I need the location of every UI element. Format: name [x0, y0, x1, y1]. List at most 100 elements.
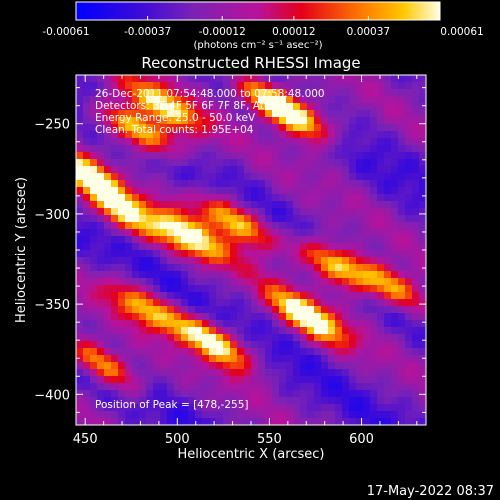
heatmap-cell: [349, 222, 357, 230]
heatmap-cell: [181, 383, 189, 391]
heatmap-cell: [412, 250, 420, 258]
heatmap-cell: [286, 383, 294, 391]
heatmap-cell: [76, 299, 84, 307]
heatmap-cell: [202, 271, 210, 279]
heatmap-cell: [258, 320, 266, 328]
heatmap-cell: [132, 201, 140, 209]
heatmap-cell: [321, 201, 329, 209]
heatmap-cell: [286, 138, 294, 146]
heatmap-cell: [314, 194, 322, 202]
heatmap-cell: [160, 313, 168, 321]
heatmap-cell: [139, 222, 147, 230]
heatmap-cell: [349, 82, 357, 90]
heatmap-cell: [307, 348, 315, 356]
heatmap-cell: [125, 334, 133, 342]
heatmap-cell: [118, 229, 126, 237]
heatmap-cell: [258, 299, 266, 307]
heatmap-cell: [160, 208, 168, 216]
heatmap-cell: [412, 362, 420, 370]
heatmap-cell: [174, 404, 182, 412]
heatmap-cell: [104, 320, 112, 328]
heatmap-cell: [216, 201, 224, 209]
heatmap-cell: [104, 327, 112, 335]
heatmap-cell: [300, 278, 308, 286]
heatmap-cell: [328, 215, 336, 223]
heatmap-cell: [202, 390, 210, 398]
heatmap-cell: [76, 208, 84, 216]
heatmap-cell: [335, 264, 343, 272]
heatmap-cell: [405, 103, 413, 111]
heatmap-cell: [293, 215, 301, 223]
heatmap-cell: [146, 320, 154, 328]
heatmap-cell: [104, 145, 112, 153]
heatmap-cell: [335, 166, 343, 174]
heatmap-cell: [363, 306, 371, 314]
heatmap-cell: [412, 229, 420, 237]
heatmap-cell: [314, 306, 322, 314]
heatmap-cell: [181, 313, 189, 321]
heatmap-cell: [76, 348, 84, 356]
heatmap-cell: [237, 131, 245, 139]
heatmap-cell: [167, 194, 175, 202]
heatmap-cell: [83, 117, 91, 125]
heatmap-cell: [195, 320, 203, 328]
heatmap-cell: [111, 173, 119, 181]
heatmap-cell: [342, 243, 350, 251]
heatmap-cell: [265, 278, 273, 286]
heatmap-cell: [307, 243, 315, 251]
heatmap-cell: [195, 292, 203, 300]
heatmap-cell: [328, 341, 336, 349]
heatmap-cell: [307, 173, 315, 181]
heatmap-cell: [265, 117, 273, 125]
heatmap-cell: [97, 187, 105, 195]
heatmap-cell: [160, 411, 168, 419]
heatmap-cell: [391, 166, 399, 174]
heatmap-cell: [132, 355, 140, 363]
heatmap-cell: [377, 362, 385, 370]
heatmap-cell: [272, 138, 280, 146]
heatmap-cell: [363, 271, 371, 279]
heatmap-cell: [153, 313, 161, 321]
heatmap-cell: [377, 215, 385, 223]
heatmap-cell: [370, 243, 378, 251]
heatmap-cell: [104, 348, 112, 356]
heatmap-cell: [90, 208, 98, 216]
heatmap-cell: [125, 348, 133, 356]
heatmap-cell: [349, 180, 357, 188]
heatmap-cell: [398, 201, 406, 209]
heatmap-cell: [223, 418, 231, 425]
heatmap-cell: [132, 152, 140, 160]
heatmap-cell: [202, 250, 210, 258]
heatmap-cell: [111, 418, 119, 425]
heatmap-cell: [349, 257, 357, 265]
heatmap-cell: [146, 75, 154, 83]
heatmap-cell: [349, 159, 357, 167]
heatmap-cell: [272, 320, 280, 328]
heatmap-cell: [181, 250, 189, 258]
heatmap-cell: [300, 411, 308, 419]
heatmap-cell: [258, 390, 266, 398]
generation-timestamp: 17-May-2022 08:37: [367, 484, 494, 499]
heatmap-cell: [370, 418, 378, 425]
heatmap-cell: [391, 313, 399, 321]
heatmap-cell: [363, 320, 371, 328]
heatmap-cell: [76, 215, 84, 223]
heatmap-cell: [251, 117, 259, 125]
heatmap-cell: [244, 418, 252, 425]
heatmap-cell: [76, 201, 84, 209]
heatmap-cell: [209, 180, 217, 188]
heatmap-cell: [377, 376, 385, 384]
heatmap-cell: [384, 411, 392, 419]
heatmap-cell: [300, 173, 308, 181]
heatmap-cell: [258, 306, 266, 314]
heatmap-cell: [272, 271, 280, 279]
heatmap-cell: [90, 110, 98, 118]
heatmap-cell: [167, 271, 175, 279]
heatmap-cell: [132, 390, 140, 398]
heatmap-cell: [377, 187, 385, 195]
heatmap-cell: [342, 376, 350, 384]
heatmap-cell: [265, 327, 273, 335]
heatmap-cell: [286, 278, 294, 286]
heatmap-cell: [230, 152, 238, 160]
heatmap-cell: [76, 313, 84, 321]
